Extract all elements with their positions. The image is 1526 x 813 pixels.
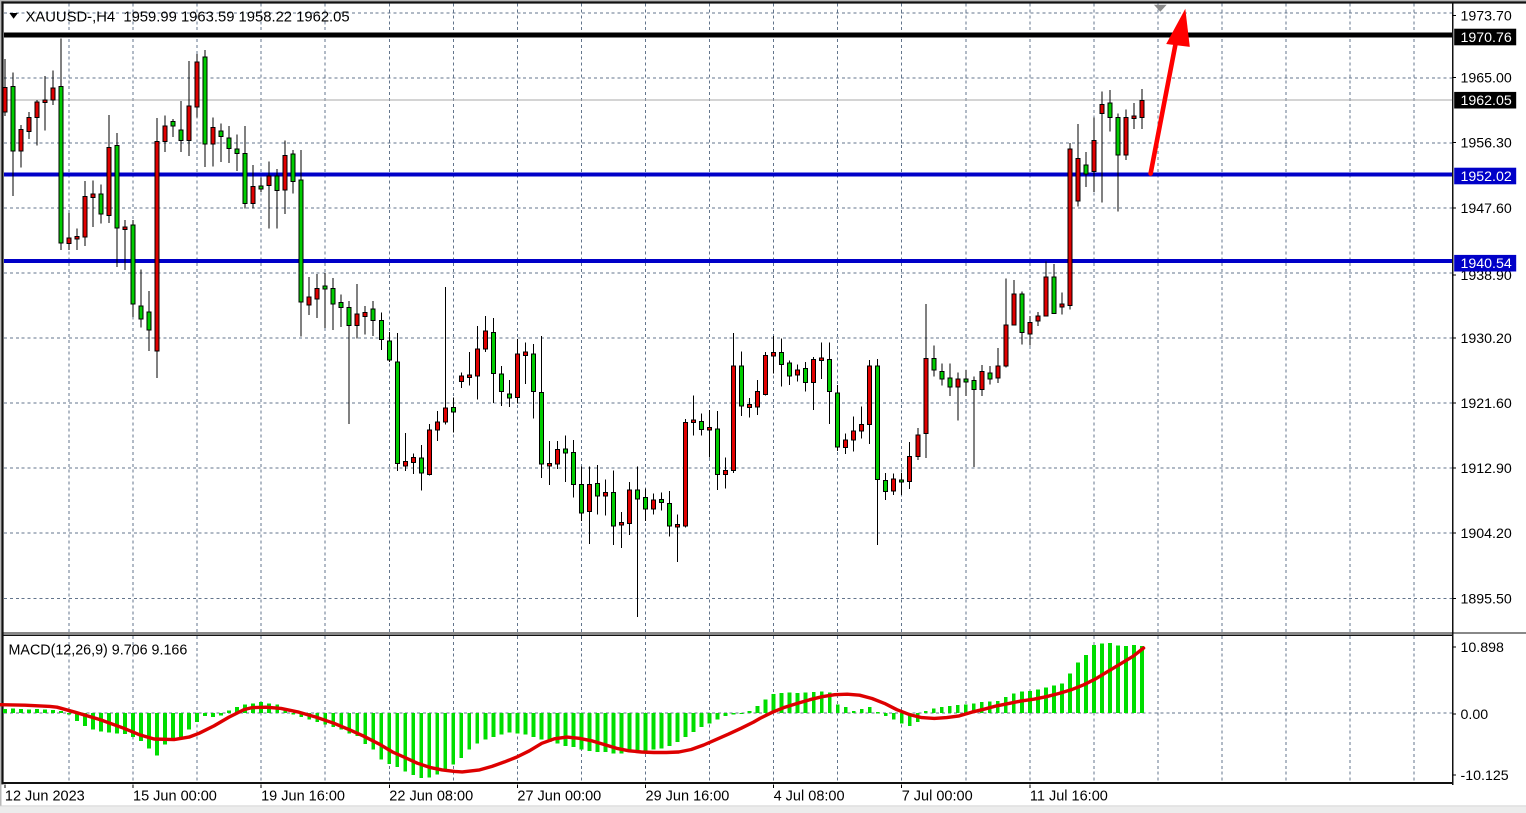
svg-text:1921.60: 1921.60: [1461, 396, 1512, 412]
svg-text:1965.00: 1965.00: [1461, 71, 1512, 87]
svg-text:27 Jun 00:00: 27 Jun 00:00: [517, 789, 601, 805]
svg-text:MACD(12,26,9) 9.706 9.166: MACD(12,26,9) 9.706 9.166: [9, 643, 188, 659]
svg-text:22 Jun 08:00: 22 Jun 08:00: [389, 789, 473, 805]
svg-text:19 Jun 16:00: 19 Jun 16:00: [261, 789, 345, 805]
svg-text:11 Jul 16:00: 11 Jul 16:00: [1030, 789, 1108, 805]
svg-text:15 Jun 00:00: 15 Jun 00:00: [133, 789, 217, 805]
svg-text:1947.60: 1947.60: [1461, 201, 1512, 217]
svg-text:1970.76: 1970.76: [1461, 30, 1512, 46]
svg-text:4 Jul 08:00: 4 Jul 08:00: [774, 789, 845, 805]
svg-text:1904.20: 1904.20: [1461, 526, 1512, 542]
svg-text:1962.05: 1962.05: [1461, 93, 1512, 109]
svg-text:-10.125: -10.125: [1461, 768, 1509, 784]
svg-text:XAUUSD-,H4 1959.99 1963.59 19: XAUUSD-,H4 1959.99 1963.59 1958.22 1962.…: [26, 10, 350, 26]
svg-text:1938.90: 1938.90: [1461, 268, 1512, 284]
svg-text:1973.70: 1973.70: [1461, 9, 1512, 25]
svg-text:1930.20: 1930.20: [1461, 331, 1512, 347]
svg-text:12 Jun 2023: 12 Jun 2023: [5, 789, 85, 805]
svg-text:0.00: 0.00: [1461, 707, 1489, 723]
svg-text:1940.54: 1940.54: [1461, 256, 1512, 272]
svg-text:10.898: 10.898: [1461, 640, 1505, 656]
svg-text:1952.02: 1952.02: [1461, 169, 1512, 185]
svg-text:29 Jun 16:00: 29 Jun 16:00: [646, 789, 730, 805]
svg-text:1912.90: 1912.90: [1461, 461, 1512, 477]
svg-text:1956.30: 1956.30: [1461, 135, 1512, 151]
svg-text:1895.50: 1895.50: [1461, 591, 1512, 607]
svg-text:7 Jul 00:00: 7 Jul 00:00: [902, 789, 973, 805]
